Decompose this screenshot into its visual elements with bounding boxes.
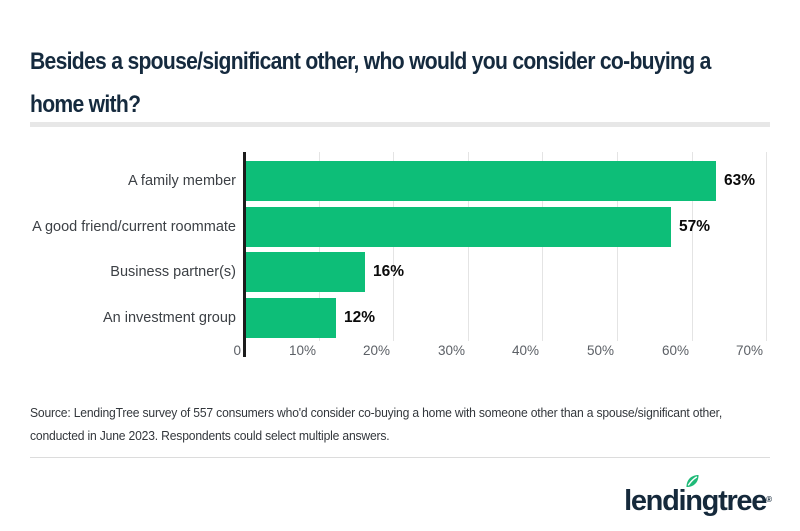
category-label: Business partner(s)	[110, 264, 236, 280]
title-divider	[30, 122, 770, 127]
x-tick-label: 60%	[661, 343, 689, 358]
bar-value-label: 63%	[724, 172, 756, 189]
x-tick-label: 10%	[288, 343, 316, 358]
bar	[246, 252, 365, 292]
footer-divider	[30, 457, 770, 458]
leaf-icon	[686, 474, 699, 488]
logo-text-pre: lendi	[624, 485, 686, 517]
bar-chart: A family member 63% A good friend/current …	[0, 152, 800, 358]
source-note-line1: Source: LendingTree survey of 557 consum…	[30, 405, 723, 420]
source-note-line2: conducted in June 2023. Respondents coul…	[30, 428, 390, 443]
category-label: An investment group	[103, 310, 236, 326]
gridline-60%	[692, 152, 693, 341]
category-label: A good friend/current roommate	[32, 219, 236, 235]
chart-title-line1: Besides a spouse/significant other, who …	[30, 48, 711, 75]
y-axis-line	[243, 152, 246, 357]
logo-n-wrap: n	[685, 474, 703, 517]
category-label: A family member	[128, 173, 236, 189]
x-tick-label: 0	[233, 343, 241, 358]
lendingtree-logo: lendi ngtree®	[624, 474, 772, 517]
bar	[246, 298, 336, 338]
bar-value-label: 12%	[344, 309, 376, 326]
logo-trademark: ®	[766, 495, 772, 504]
x-tick-label: 30%	[437, 343, 465, 358]
gridline-70%	[766, 152, 767, 341]
logo-text-post: gtree	[701, 485, 768, 517]
x-tick-label: 20%	[362, 343, 390, 358]
chart-title-line2: home with?	[30, 91, 141, 118]
x-tick-label: 70%	[735, 343, 763, 358]
source-note: Source: LendingTree survey of 557 consum…	[30, 401, 722, 447]
bar	[246, 207, 671, 247]
x-tick-label: 50%	[586, 343, 614, 358]
bar-value-label: 57%	[679, 218, 711, 235]
chart-title: Besides a spouse/significant other, who …	[30, 40, 711, 126]
x-tick-label: 40%	[511, 343, 539, 358]
logo-text-mid: n	[685, 485, 703, 517]
bar	[246, 161, 716, 201]
bar-value-label: 16%	[373, 263, 405, 280]
